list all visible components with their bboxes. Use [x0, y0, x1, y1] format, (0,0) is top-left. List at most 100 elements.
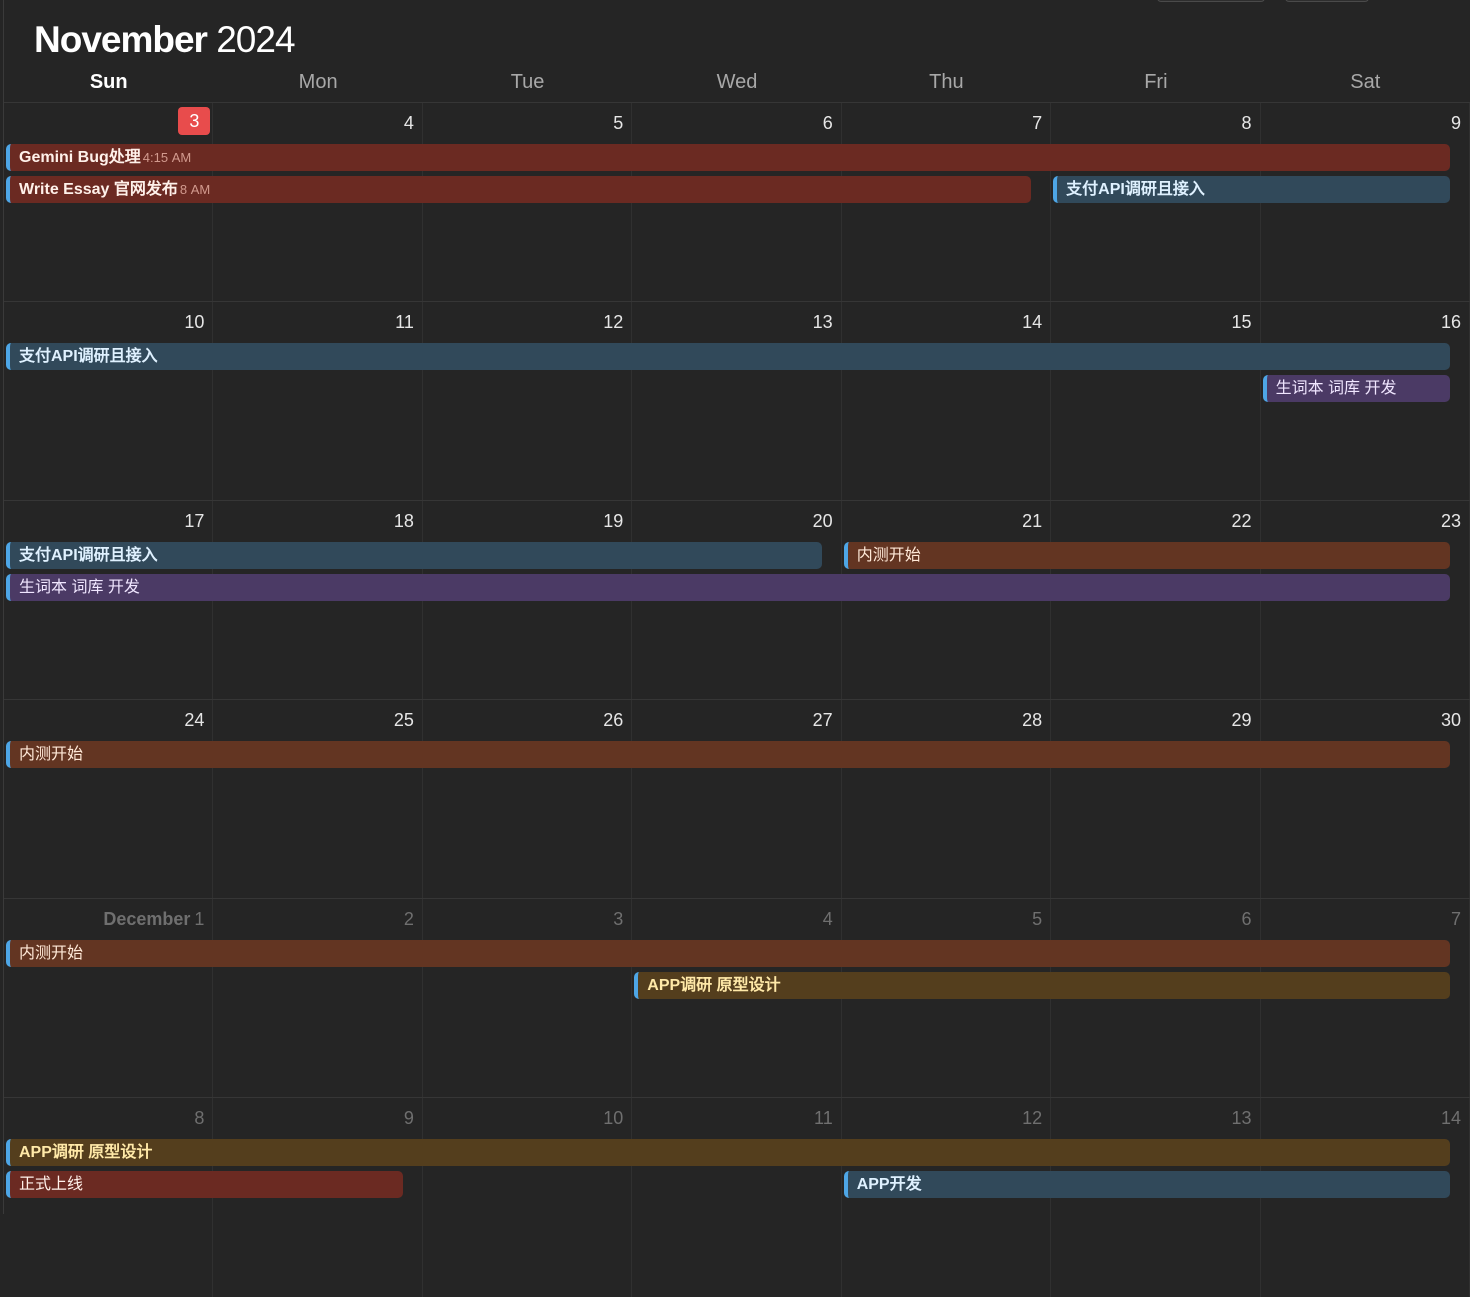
day-cell[interactable]: 30 [1261, 700, 1470, 899]
day-cell[interactable]: 7 [842, 103, 1052, 302]
day-cell[interactable]: 10 [423, 1098, 633, 1297]
day-number[interactable]: 5 [1032, 907, 1042, 931]
day-cell[interactable]: 13 [1051, 1098, 1261, 1297]
day-cell[interactable]: 11 [213, 302, 423, 501]
day-number[interactable]: 17 [184, 509, 204, 533]
day-number[interactable]: 22 [1232, 509, 1252, 533]
day-number[interactable]: 8 [194, 1106, 204, 1130]
day-cell[interactable]: 2 [213, 899, 423, 1098]
day-number[interactable]: 2 [404, 907, 414, 931]
day-number[interactable]: 3 [613, 907, 623, 931]
day-number[interactable]: 13 [813, 310, 833, 334]
event-bar[interactable]: Write Essay 官网发布 8 AM [6, 175, 1032, 203]
day-cell[interactable]: 14 [1261, 1098, 1470, 1297]
day-number[interactable]: 28 [1022, 708, 1042, 732]
day-number[interactable]: 26 [603, 708, 623, 732]
day-cell[interactable]: 13 [632, 302, 842, 501]
day-cell[interactable]: 7 [1261, 899, 1470, 1098]
day-cell[interactable]: 22 [1051, 501, 1261, 700]
event-bar[interactable]: 支付API调研且接入 [6, 343, 1450, 370]
day-number[interactable]: 21 [1022, 509, 1042, 533]
day-number[interactable]: 14 [1441, 1106, 1461, 1130]
day-cell[interactable]: 8 [4, 1098, 214, 1297]
day-number[interactable]: 11 [395, 310, 414, 334]
day-cell[interactable]: 9 [1261, 103, 1470, 302]
day-cell[interactable]: 8 [1051, 103, 1261, 302]
day-number[interactable]: December 1 [103, 907, 204, 931]
day-cell[interactable]: 5 [423, 103, 633, 302]
day-number[interactable]: 20 [813, 509, 833, 533]
day-number[interactable]: 9 [1451, 111, 1461, 135]
day-number[interactable]: 7 [1451, 907, 1461, 931]
day-cell[interactable]: 25 [213, 700, 423, 899]
day-cell[interactable]: 14 [842, 302, 1052, 501]
day-number[interactable]: 30 [1441, 708, 1461, 732]
day-number[interactable]: 5 [613, 111, 623, 135]
day-number[interactable]: 12 [1022, 1106, 1042, 1130]
event-bar[interactable]: Gemini Bug处理 4:15 AM [6, 144, 1450, 171]
day-cell[interactable]: 6 [632, 103, 842, 302]
day-number[interactable]: 14 [1022, 310, 1042, 334]
day-cell[interactable]: 4 [213, 103, 423, 302]
day-number[interactable]: 12 [603, 310, 623, 334]
day-number[interactable]: 16 [1441, 310, 1461, 334]
event-bar[interactable]: 内测开始 [6, 741, 1450, 768]
event-bar[interactable]: 生词本 词库 开发 [1262, 374, 1450, 402]
view-switch-button[interactable] [1157, 0, 1265, 2]
day-cell[interactable]: 20 [632, 501, 842, 700]
day-cell[interactable]: 3 [4, 103, 214, 302]
day-cell[interactable]: 26 [423, 700, 633, 899]
day-cell[interactable]: 4 [632, 899, 842, 1098]
day-number[interactable]: 9 [404, 1106, 414, 1130]
event-bar[interactable]: 支付API调研且接入 [6, 542, 822, 569]
day-number[interactable]: 6 [823, 111, 833, 135]
day-number[interactable]: 27 [813, 708, 833, 732]
day-cell[interactable]: 23 [1261, 501, 1470, 700]
day-cell[interactable]: 15 [1051, 302, 1261, 501]
day-cell[interactable]: 16 [1261, 302, 1470, 501]
day-cell[interactable]: 19 [423, 501, 633, 700]
day-number[interactable]: 19 [603, 509, 623, 533]
today-badge[interactable]: 3 [178, 107, 211, 135]
day-number[interactable]: 4 [404, 111, 414, 135]
event-bar[interactable]: 正式上线 [6, 1170, 403, 1198]
day-number[interactable]: 7 [1032, 111, 1042, 135]
day-number[interactable]: 8 [1242, 111, 1252, 135]
day-cell[interactable]: 3 [423, 899, 633, 1098]
day-number[interactable]: 18 [394, 509, 414, 533]
day-cell[interactable]: 21 [842, 501, 1052, 700]
day-cell[interactable]: 17 [4, 501, 214, 700]
day-cell[interactable]: 5 [842, 899, 1052, 1098]
day-number[interactable]: 23 [1441, 509, 1461, 533]
day-cell[interactable]: 11 [632, 1098, 842, 1297]
day-cell[interactable]: December 1 [4, 899, 214, 1098]
day-cell[interactable]: 10 [4, 302, 214, 501]
day-cell[interactable]: 12 [423, 302, 633, 501]
event-bar[interactable]: APP调研 原型设计 [6, 1139, 1450, 1166]
day-cell[interactable]: 29 [1051, 700, 1261, 899]
day-number[interactable]: 10 [184, 310, 204, 334]
day-cell[interactable]: 18 [213, 501, 423, 700]
day-number[interactable]: 29 [1232, 708, 1252, 732]
day-number[interactable]: 6 [1242, 907, 1252, 931]
event-bar[interactable]: 内测开始 [6, 940, 1450, 967]
day-number[interactable]: 15 [1232, 310, 1252, 334]
day-number[interactable]: 13 [1232, 1106, 1252, 1130]
today-button[interactable] [1285, 0, 1369, 2]
event-bar[interactable]: APP开发 [843, 1170, 1450, 1198]
day-cell[interactable]: 9 [213, 1098, 423, 1297]
event-bar[interactable]: 支付API调研且接入 [1053, 175, 1450, 203]
day-number[interactable]: 10 [603, 1106, 623, 1130]
day-cell[interactable]: 24 [4, 700, 214, 899]
day-cell[interactable]: 12 [842, 1098, 1052, 1297]
day-number[interactable]: 11 [814, 1106, 833, 1130]
day-number[interactable]: 25 [394, 708, 414, 732]
event-bar[interactable]: 内测开始 [843, 542, 1450, 569]
day-cell[interactable]: 6 [1051, 899, 1261, 1098]
day-number[interactable]: 4 [823, 907, 833, 931]
day-number[interactable]: 24 [184, 708, 204, 732]
event-bar[interactable]: APP调研 原型设计 [634, 971, 1450, 999]
day-cell[interactable]: 27 [632, 700, 842, 899]
event-bar[interactable]: 生词本 词库 开发 [6, 573, 1450, 601]
day-cell[interactable]: 28 [842, 700, 1052, 899]
